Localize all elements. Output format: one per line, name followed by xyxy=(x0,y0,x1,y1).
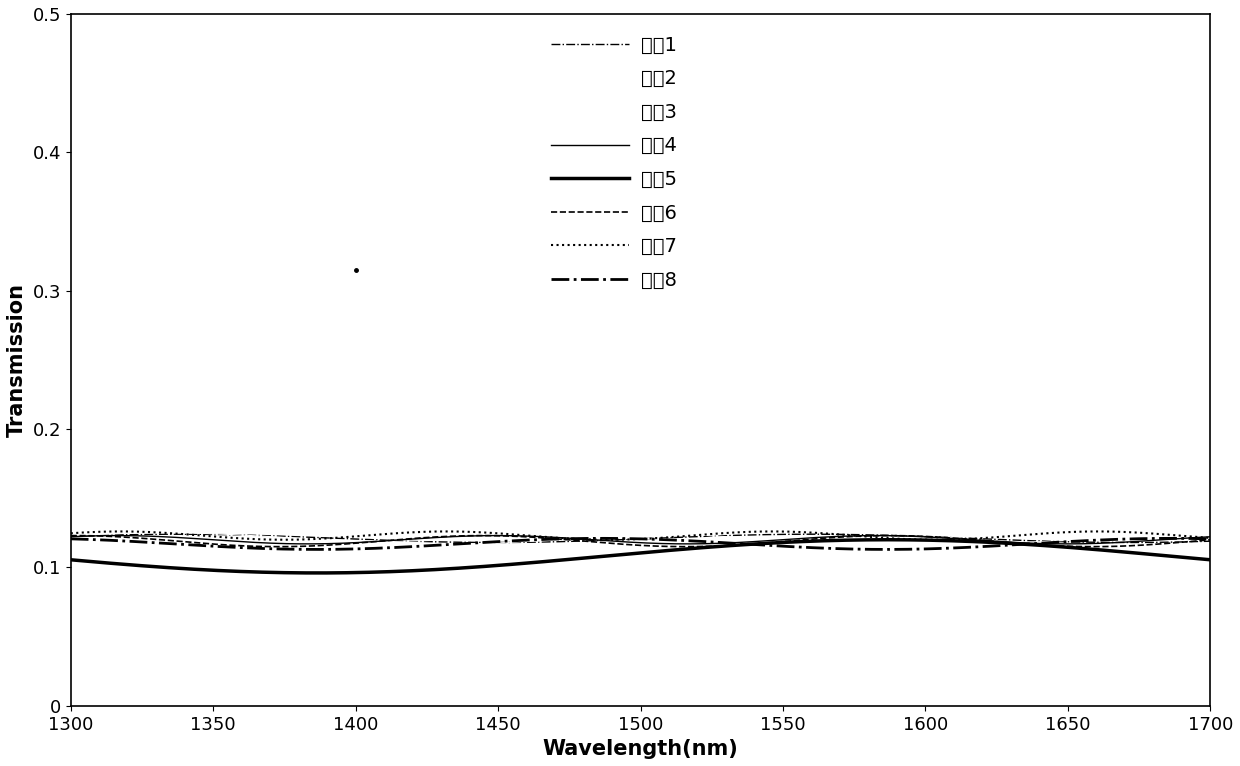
通道4 xyxy=(299,539,314,548)
通道2 xyxy=(848,542,863,551)
Line: 通道1: 通道1 xyxy=(71,534,1210,542)
通道4 xyxy=(848,532,863,541)
通道7 xyxy=(955,535,970,544)
通道6 xyxy=(1085,542,1100,552)
通道7 xyxy=(277,535,291,545)
通道4 xyxy=(527,532,542,541)
通道3 xyxy=(180,529,195,538)
通道1 xyxy=(975,534,990,543)
通道6 xyxy=(847,532,862,541)
通道4 xyxy=(568,534,583,543)
通道1 xyxy=(955,533,970,542)
通道4 xyxy=(975,536,990,545)
通道1 xyxy=(181,529,196,538)
Y-axis label: Transmission: Transmission xyxy=(7,283,27,437)
通道8 xyxy=(973,542,988,552)
通道5 xyxy=(1203,555,1218,565)
通道3 xyxy=(847,536,862,545)
通道2 xyxy=(955,541,970,550)
通道3 xyxy=(1068,529,1083,538)
通道4 xyxy=(955,535,970,544)
X-axis label: Wavelength(nm): Wavelength(nm) xyxy=(543,739,739,759)
Line: 通道2: 通道2 xyxy=(71,538,1210,547)
通道5 xyxy=(311,568,326,578)
通道6 xyxy=(973,535,988,545)
通道7 xyxy=(975,534,990,543)
通道6 xyxy=(567,535,582,545)
通道2 xyxy=(527,536,542,545)
通道8 xyxy=(525,535,539,545)
通道8 xyxy=(180,540,195,549)
通道2 xyxy=(63,535,78,544)
通道2 xyxy=(1203,535,1218,544)
通道6 xyxy=(181,538,196,547)
Line: 通道3: 通道3 xyxy=(71,533,1210,541)
通道8 xyxy=(954,543,968,552)
通道7 xyxy=(63,529,78,538)
通道1 xyxy=(487,538,502,547)
通道8 xyxy=(879,545,894,554)
通道3 xyxy=(525,531,539,540)
通道8 xyxy=(565,534,580,543)
通道6 xyxy=(68,531,83,540)
通道4 xyxy=(63,532,78,542)
通道4 xyxy=(181,534,196,543)
通道7 xyxy=(180,530,195,539)
通道5 xyxy=(567,555,582,564)
通道3 xyxy=(1203,534,1218,543)
Line: 通道7: 通道7 xyxy=(71,532,1210,540)
通道1 xyxy=(171,529,186,538)
通道2 xyxy=(181,535,196,545)
通道1 xyxy=(527,538,542,547)
Line: 通道4: 通道4 xyxy=(71,535,1210,544)
通道2 xyxy=(568,535,583,544)
通道5 xyxy=(180,565,195,574)
通道6 xyxy=(954,534,968,543)
通道1 xyxy=(1203,537,1218,546)
Line: 通道5: 通道5 xyxy=(71,540,1210,573)
通道7 xyxy=(1203,533,1218,542)
通道8 xyxy=(1203,534,1218,543)
通道5 xyxy=(63,555,78,565)
通道2 xyxy=(975,540,990,549)
通道4 xyxy=(110,531,125,540)
通道8 xyxy=(63,534,78,543)
通道7 xyxy=(567,534,582,543)
通道1 xyxy=(568,537,583,546)
通道5 xyxy=(975,537,990,546)
Legend: 通道1, 通道2, 通道3, 通道4, 通道5, 通道6, 通道7, 通道8: 通道1, 通道2, 通道3, 通道4, 通道5, 通道6, 通道7, 通道8 xyxy=(543,28,684,297)
通道4 xyxy=(1203,532,1218,542)
通道1 xyxy=(63,532,78,541)
通道8 xyxy=(846,545,861,554)
Line: 通道8: 通道8 xyxy=(71,538,1210,549)
通道6 xyxy=(1203,535,1218,545)
通道5 xyxy=(880,535,895,545)
通道3 xyxy=(954,532,968,542)
通道7 xyxy=(526,532,541,541)
Line: 通道6: 通道6 xyxy=(71,535,1210,547)
通道3 xyxy=(565,529,580,538)
通道5 xyxy=(847,535,862,545)
通道2 xyxy=(370,542,384,552)
通道8 xyxy=(1164,534,1179,543)
通道1 xyxy=(848,530,863,539)
通道3 xyxy=(63,531,78,540)
通道3 xyxy=(973,532,988,541)
通道6 xyxy=(63,531,78,540)
通道6 xyxy=(526,532,541,542)
通道5 xyxy=(955,536,970,545)
通道3 xyxy=(839,536,854,545)
通道5 xyxy=(526,558,541,567)
通道2 xyxy=(110,534,125,543)
通道7 xyxy=(848,531,863,540)
通道7 xyxy=(765,527,780,536)
